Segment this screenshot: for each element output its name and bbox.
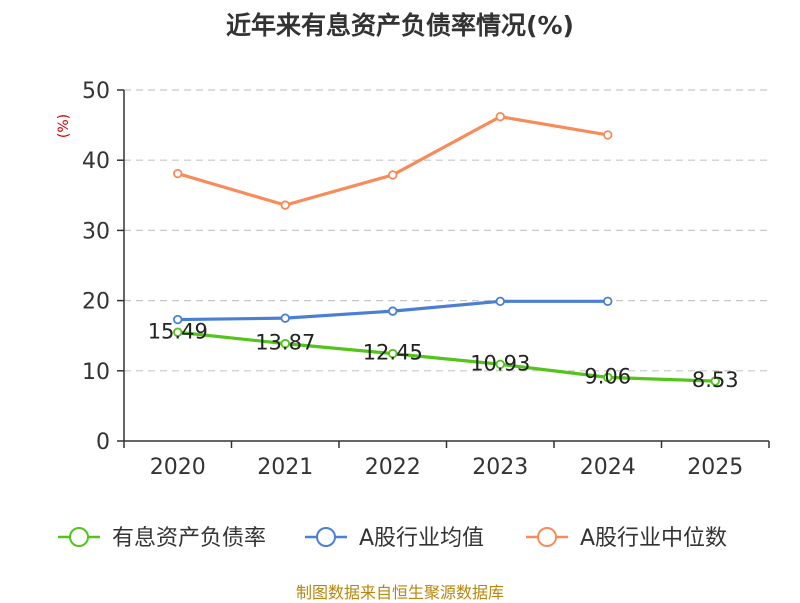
y-axis-label: (%) — [56, 114, 72, 138]
legend-label: 有息资产负债率 — [112, 526, 266, 551]
legend-label: A股行业均值 — [359, 526, 484, 551]
series-point — [280, 338, 290, 349]
y-tick-label: 0 — [96, 430, 110, 455]
x-tick-label: 2021 — [257, 455, 313, 480]
series-group — [173, 111, 720, 386]
chart-title: 近年来有息资产负债率情况(%) — [226, 11, 574, 40]
series-point — [173, 327, 183, 337]
series-point — [173, 314, 183, 325]
series-point — [173, 168, 183, 179]
series-point — [710, 376, 720, 386]
data-label: 13.87 — [255, 331, 315, 355]
grid-lines — [124, 89, 769, 372]
series-point — [280, 200, 290, 210]
source-note: 制图数据来自恒生聚源数据库 — [295, 583, 504, 602]
legend-marker — [537, 527, 557, 547]
y-tick-label: 30 — [82, 219, 110, 244]
series-point — [495, 359, 505, 369]
y-tick-label: 40 — [82, 149, 110, 174]
series-point — [388, 306, 398, 316]
data-label: 9.06 — [584, 364, 631, 388]
series-point — [388, 170, 398, 180]
legend: 有息资产负债率 A股行业均值 A股行业中位数 — [58, 526, 727, 551]
legend-marker — [316, 527, 336, 547]
x-tick-label: 2025 — [687, 455, 743, 480]
series-line — [177, 330, 716, 383]
y-tick-label: 10 — [82, 360, 110, 385]
series-point — [280, 313, 290, 323]
y-tick-label: 50 — [82, 79, 110, 104]
x-tick-label: 2022 — [365, 455, 421, 480]
series-point — [495, 111, 505, 122]
x-tick-label: 2024 — [580, 455, 636, 480]
x-tick-label: 2023 — [472, 455, 528, 480]
series-line — [177, 115, 609, 207]
series-point — [603, 296, 613, 307]
data-label: 8.53 — [692, 368, 739, 392]
legend-marker — [69, 527, 89, 547]
series-point — [603, 372, 613, 383]
data-labels: 15.49 13.87 12.45 10.93 9.06 8.53 — [148, 319, 739, 392]
data-label: 15.49 — [148, 319, 208, 343]
series-point — [495, 296, 505, 307]
legend-label: A股行业中位数 — [580, 526, 727, 551]
x-tick-label: 2020 — [150, 455, 206, 480]
axes: 0 10 20 30 40 50 2020 2021 2022 2023 2024 2025 — [82, 79, 770, 480]
y-tick-label: 20 — [82, 290, 110, 315]
series-point — [388, 348, 398, 359]
data-label: 12.45 — [363, 341, 423, 365]
data-label: 10.93 — [470, 351, 530, 375]
series-point — [603, 130, 613, 140]
